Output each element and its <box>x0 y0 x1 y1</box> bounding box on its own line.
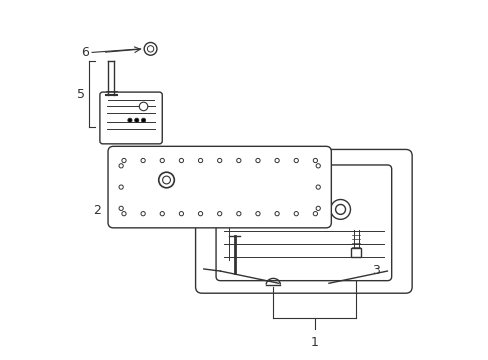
Circle shape <box>315 185 320 189</box>
Circle shape <box>122 158 126 163</box>
FancyBboxPatch shape <box>350 248 361 257</box>
Circle shape <box>293 212 298 216</box>
Circle shape <box>160 158 164 163</box>
Circle shape <box>119 206 123 211</box>
Circle shape <box>315 164 320 168</box>
Circle shape <box>119 164 123 168</box>
Circle shape <box>255 212 260 216</box>
Circle shape <box>315 206 320 211</box>
Circle shape <box>313 212 317 216</box>
Text: 6: 6 <box>81 46 89 59</box>
Circle shape <box>198 212 202 216</box>
Circle shape <box>141 118 145 122</box>
Circle shape <box>274 158 279 163</box>
Circle shape <box>330 199 350 219</box>
Circle shape <box>274 212 279 216</box>
Circle shape <box>198 158 202 163</box>
Circle shape <box>144 42 157 55</box>
Circle shape <box>159 172 174 188</box>
Circle shape <box>160 212 164 216</box>
FancyBboxPatch shape <box>195 149 411 293</box>
Text: 5: 5 <box>77 88 85 101</box>
Circle shape <box>141 158 145 163</box>
Circle shape <box>217 158 222 163</box>
Text: 1: 1 <box>310 336 318 349</box>
Circle shape <box>119 185 123 189</box>
FancyBboxPatch shape <box>100 92 162 144</box>
Circle shape <box>147 46 153 52</box>
Circle shape <box>293 158 298 163</box>
FancyBboxPatch shape <box>216 165 391 281</box>
Circle shape <box>139 102 147 111</box>
FancyBboxPatch shape <box>108 146 331 228</box>
Circle shape <box>236 158 241 163</box>
Circle shape <box>236 212 241 216</box>
Circle shape <box>217 212 222 216</box>
Text: 3: 3 <box>371 264 379 277</box>
Text: 2: 2 <box>93 204 101 217</box>
Circle shape <box>122 212 126 216</box>
Circle shape <box>255 158 260 163</box>
Text: 4: 4 <box>130 174 138 186</box>
Circle shape <box>179 212 183 216</box>
Circle shape <box>134 118 139 122</box>
Circle shape <box>313 158 317 163</box>
Circle shape <box>141 212 145 216</box>
Circle shape <box>335 204 345 215</box>
Circle shape <box>127 118 132 122</box>
Circle shape <box>163 176 170 184</box>
Circle shape <box>179 158 183 163</box>
